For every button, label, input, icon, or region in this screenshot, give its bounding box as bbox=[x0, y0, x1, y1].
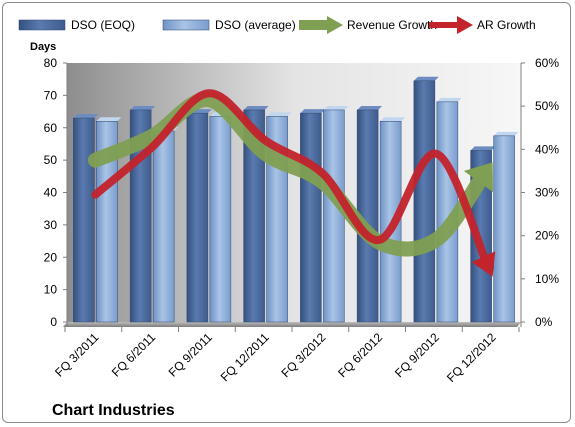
plot-area: 0 10 20 30 40 50 60 70 80 0% 10% 20% 30% 40% 50% 60% FQ … bbox=[44, 56, 560, 385]
x-tick-label: FQ 6/2012 bbox=[335, 330, 385, 380]
legend-swatch bbox=[18, 19, 66, 31]
bar-top bbox=[266, 112, 292, 117]
bar bbox=[96, 121, 118, 323]
bar bbox=[493, 135, 515, 323]
legend-label: AR Growth bbox=[477, 18, 536, 32]
left-tick-label: 0 bbox=[50, 315, 57, 329]
right-tick-label: 40% bbox=[535, 142, 559, 156]
legend: DSO (EOQ) DSO (average) Revenue Growth AR G… bbox=[18, 16, 536, 34]
bar bbox=[413, 80, 436, 323]
x-tick-label: FQ 12/2012 bbox=[444, 330, 499, 385]
right-tick-label: 50% bbox=[535, 99, 559, 113]
chart-svg: 0 10 20 30 40 50 60 70 80 0% 10% 20% 30% 40% 50% 60% FQ … bbox=[18, 16, 560, 419]
bar bbox=[186, 112, 209, 323]
left-tick-label: 40 bbox=[44, 186, 58, 200]
left-tick-label: 20 bbox=[44, 250, 58, 264]
ar-growth-line bbox=[91, 89, 492, 269]
x-tick-label: FQ 3/2011 bbox=[52, 330, 102, 380]
plot-floor bbox=[63, 322, 521, 327]
bar bbox=[323, 109, 345, 323]
right-tick-label: 60% bbox=[535, 56, 559, 70]
chart-frame: 0 10 20 30 40 50 60 70 80 0% 10% 20% 30% 40% 50% 60% FQ … bbox=[2, 2, 571, 423]
bar-top bbox=[470, 146, 496, 151]
left-tick-label: 50 bbox=[44, 153, 58, 167]
legend-label: DSO (EOQ) bbox=[71, 18, 135, 32]
revenue-growth-arrowhead bbox=[463, 162, 494, 193]
bar-top bbox=[73, 114, 99, 119]
left-tick-label: 60 bbox=[44, 121, 58, 135]
left-tick-label: 80 bbox=[44, 56, 58, 70]
bar bbox=[300, 112, 322, 323]
right-tick-label: 0% bbox=[535, 315, 553, 329]
right-tick-label: 30% bbox=[535, 186, 559, 200]
right-tick-label: 20% bbox=[535, 229, 559, 243]
bar-top bbox=[130, 105, 156, 110]
bar-top bbox=[300, 109, 326, 114]
bar-top bbox=[380, 117, 406, 122]
left-tick-label: 30 bbox=[44, 218, 58, 232]
y-axis-unit-label: Days bbox=[30, 41, 56, 53]
bar-top bbox=[357, 105, 383, 110]
chart-title: Chart Industries bbox=[52, 402, 175, 419]
x-tick-label: FQ 12/2011 bbox=[218, 330, 272, 384]
left-tick-label: 70 bbox=[44, 88, 58, 102]
x-tick-label: FQ 3/2012 bbox=[279, 330, 329, 380]
bar-top bbox=[436, 97, 462, 102]
x-tick-label: FQ 6/2011 bbox=[109, 330, 159, 380]
bar-top bbox=[413, 76, 439, 81]
bar-top bbox=[243, 105, 269, 110]
bar bbox=[73, 117, 95, 323]
bar-top bbox=[493, 131, 519, 136]
bar-top bbox=[96, 117, 122, 122]
legend-label: Revenue Growth bbox=[347, 18, 437, 32]
ar-growth-arrowhead bbox=[471, 251, 496, 277]
legend-swatch-arrowhead bbox=[457, 16, 473, 34]
bar bbox=[209, 116, 232, 323]
bar bbox=[152, 130, 175, 323]
legend-label: DSO (average) bbox=[215, 18, 296, 32]
bar bbox=[243, 109, 265, 323]
legend-swatch bbox=[162, 19, 210, 31]
x-tick-label: FQ 9/2012 bbox=[392, 330, 442, 380]
left-tick-label: 10 bbox=[44, 283, 58, 297]
bar-top bbox=[323, 105, 349, 110]
right-tick-label: 10% bbox=[535, 272, 559, 286]
x-tick-label: FQ 9/2011 bbox=[166, 330, 216, 380]
legend-swatch-arrowhead bbox=[327, 16, 343, 34]
